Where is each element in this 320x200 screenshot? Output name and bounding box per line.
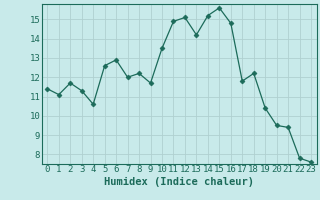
X-axis label: Humidex (Indice chaleur): Humidex (Indice chaleur) bbox=[104, 177, 254, 187]
